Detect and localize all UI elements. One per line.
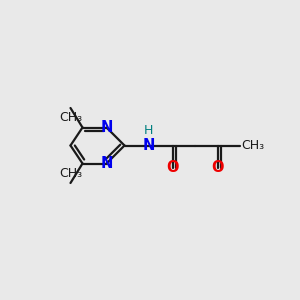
Text: CH₃: CH₃ [59,111,82,124]
Text: N: N [100,156,113,171]
Text: CH₃: CH₃ [59,167,82,180]
Text: O: O [211,160,224,175]
Text: N: N [100,120,113,135]
Text: H: H [144,124,153,137]
Text: O: O [166,160,179,175]
Text: CH₃: CH₃ [242,139,265,152]
Text: N: N [142,138,155,153]
